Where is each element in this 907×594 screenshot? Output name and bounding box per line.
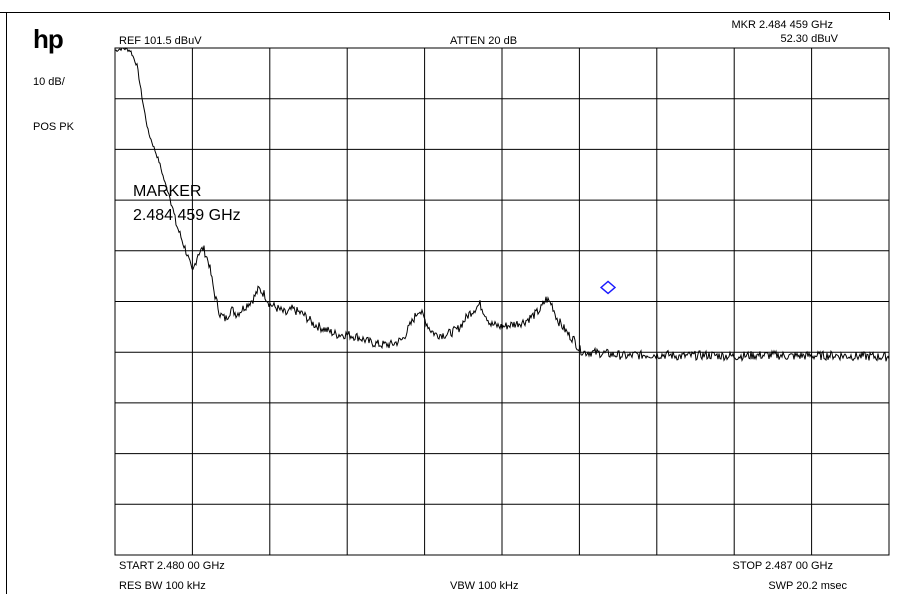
screen-right-tick xyxy=(889,12,890,20)
screen-left-border xyxy=(6,12,7,594)
marker-level-readout: 52.30 dBuV xyxy=(780,33,839,45)
marker-annotation-title: MARKER xyxy=(133,183,201,200)
spectrum-trace xyxy=(114,47,890,362)
stop-frequency-label: STOP 2.487 00 GHz xyxy=(732,560,833,572)
video-bandwidth-label: VBW 100 kHz xyxy=(450,580,519,592)
reference-level-label: REF 101.5 dBuV xyxy=(119,35,202,47)
hp-logo: hp xyxy=(33,24,64,54)
start-frequency-label: START 2.480 00 GHz xyxy=(119,560,225,572)
sweep-time-label: SWP 20.2 msec xyxy=(768,580,847,592)
marker-frequency-readout: MKR 2.484 459 GHz xyxy=(731,19,834,31)
screen-top-border xyxy=(0,12,890,13)
marker-diamond-icon xyxy=(599,280,617,295)
attenuation-label: ATTEN 20 dB xyxy=(450,35,518,47)
detector-label: POS PK xyxy=(33,121,74,133)
graticule xyxy=(114,47,890,556)
resolution-bandwidth-label: RES BW 100 kHz xyxy=(119,580,206,592)
scale-label: 10 dB/ xyxy=(33,76,65,88)
marker-annotation-frequency: 2.484 459 GHz xyxy=(133,207,241,224)
